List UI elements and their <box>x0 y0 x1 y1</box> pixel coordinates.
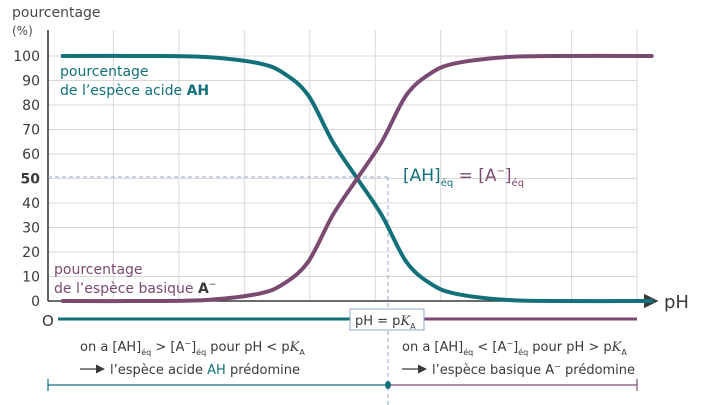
y-tick-labels: 0 10 20 30 40 50 60 70 80 90 100 <box>13 49 40 310</box>
x-axis-label: pH <box>664 292 689 313</box>
pka-marker <box>385 381 391 389</box>
pka-box <box>349 308 425 331</box>
y-tick-label: 90 <box>22 74 40 90</box>
right-condition-text: on a [AH]éq < [A−]éq pour pH > pKA <box>402 339 627 357</box>
y-tick-label: 10 <box>22 270 40 286</box>
left-condition-text: on a [AH]éq > [A−]éq pour pH < pKA <box>80 339 305 357</box>
base-label-line2: de l’espèce basique A− <box>54 280 216 297</box>
y-axis-label-line1: pourcentage <box>12 5 101 21</box>
y-tick-label: 50 <box>21 172 41 188</box>
y-tick-label: 80 <box>22 98 40 114</box>
acid-label-line1: pourcentage <box>60 64 149 80</box>
y-tick-label: 70 <box>22 123 40 139</box>
y-axis-label-line2: (%) <box>12 24 33 38</box>
y-tick-label: 60 <box>22 147 40 163</box>
y-tick-label: 40 <box>22 196 40 212</box>
y-tick-label: 0 <box>31 294 40 310</box>
right-predominance-text: l’espèce basique A− prédomine <box>432 362 635 378</box>
left-predominance-text: l’espèce acide AH prédomine <box>110 363 300 378</box>
acid-label-line2: de l’espèce acide AH <box>60 83 209 99</box>
y-tick-label: 100 <box>13 49 40 65</box>
pka-box-label: pH = pKA <box>355 314 416 331</box>
base-percentage-curve <box>60 53 654 304</box>
y-tick-label: 20 <box>22 245 40 261</box>
origin-label: O <box>42 312 54 330</box>
equality-annotation: [AH]éq = [A−]éq <box>403 166 524 189</box>
base-label-line1: pourcentage <box>54 262 143 278</box>
y-tick-label: 30 <box>22 221 40 237</box>
